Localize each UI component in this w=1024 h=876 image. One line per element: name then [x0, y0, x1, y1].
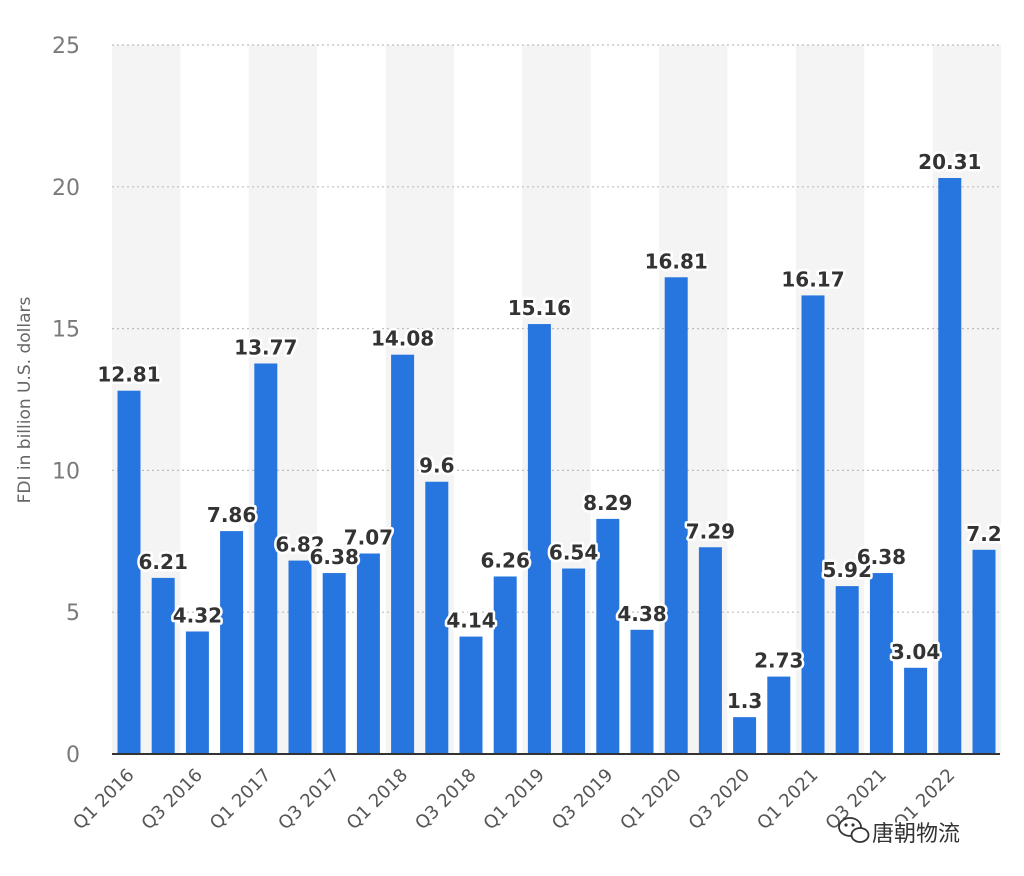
x-tick-label: Q1 2018: [343, 765, 412, 834]
value-label: 6.54: [549, 541, 598, 565]
bar: [904, 667, 928, 754]
value-label: 13.77: [234, 335, 297, 359]
bar: [562, 568, 586, 754]
value-label: 7.29: [686, 519, 735, 543]
value-label: 4.14: [446, 609, 495, 633]
x-tick-label: Q1 2019: [480, 765, 549, 834]
x-tick-label: Q1 2017: [206, 765, 275, 834]
x-tick-label: Q1 2020: [616, 765, 685, 834]
bar: [664, 277, 688, 754]
value-label: 6.21: [139, 550, 188, 574]
value-label: 4.32: [173, 603, 222, 627]
bar: [835, 586, 859, 754]
bar: [972, 549, 996, 754]
bar: [938, 178, 962, 754]
y-tick-label: 5: [66, 601, 80, 626]
value-label: 7.86: [207, 503, 256, 527]
bar: [527, 324, 551, 754]
x-tick-label: Q3 2020: [685, 765, 754, 834]
bar: [630, 629, 654, 754]
x-tick-label: Q1 2016: [69, 765, 138, 834]
value-label: 5.92: [823, 558, 872, 582]
value-label: 6.82: [275, 533, 324, 557]
value-label: 7.2: [966, 522, 1001, 546]
value-label: 8.29: [583, 491, 632, 515]
value-label: 2.73: [754, 649, 803, 673]
wechat-icon: [838, 817, 870, 843]
value-labels: 12.816.214.327.8613.776.826.387.0714.089…: [95, 148, 1004, 716]
value-label: 6.26: [481, 548, 530, 572]
bar: [220, 531, 244, 754]
bar: [493, 576, 517, 754]
bar: [733, 717, 757, 754]
value-label: 6.38: [310, 545, 359, 569]
bar: [767, 676, 791, 754]
x-tick-label: Q1 2021: [753, 765, 822, 834]
bar: [356, 553, 380, 754]
bar: [151, 577, 175, 754]
bar: [117, 390, 141, 754]
value-label: 16.81: [645, 249, 708, 273]
value-label: 4.38: [617, 602, 666, 626]
bars: [117, 178, 996, 754]
bar: [185, 631, 209, 754]
y-tick-label: 0: [66, 743, 80, 768]
column-bands: [111, 45, 1002, 754]
y-tick-label: 15: [52, 318, 80, 343]
value-label: 15.16: [508, 296, 571, 320]
x-tick-label: Q3 2017: [274, 765, 343, 834]
value-label: 20.31: [918, 150, 981, 174]
watermark: 唐朝物流: [838, 817, 962, 849]
bar: [425, 481, 449, 754]
y-tick-label: 25: [52, 34, 80, 59]
bar: [596, 518, 620, 754]
bar: [459, 636, 483, 754]
bar: [869, 573, 893, 754]
y-axis-ticks: 0 5 10 15 20 25: [52, 34, 80, 768]
x-tick-label: Q3 2019: [548, 765, 617, 834]
watermark-text: 唐朝物流: [872, 822, 960, 847]
value-label: 12.81: [97, 363, 160, 387]
value-label: 3.04: [891, 640, 940, 664]
bar: [801, 295, 825, 754]
bar: [254, 363, 278, 754]
value-label: 1.3: [727, 689, 762, 713]
bar: [391, 354, 415, 754]
bar: [698, 547, 722, 754]
x-tick-label: Q3 2018: [411, 765, 480, 834]
y-axis-label: FDI in billion U.S. dollars: [15, 296, 35, 503]
x-tick-label: Q3 2016: [138, 765, 207, 834]
value-label: 16.17: [781, 267, 844, 291]
bar: [288, 560, 312, 754]
value-label: 7.07: [344, 525, 393, 549]
value-label: 6.38: [857, 545, 906, 569]
y-tick-label: 10: [52, 459, 80, 484]
bar: [322, 573, 346, 754]
value-label: 9.6: [419, 454, 454, 478]
value-label: 14.08: [371, 327, 434, 351]
y-tick-label: 20: [52, 176, 80, 201]
